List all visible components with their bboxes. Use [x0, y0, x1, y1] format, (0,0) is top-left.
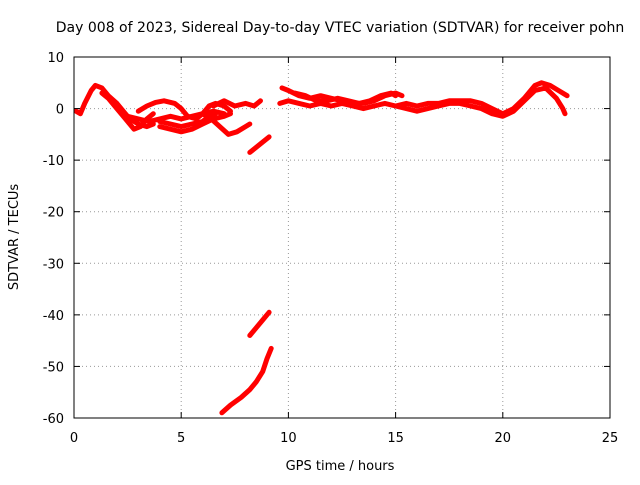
x-tick-label: 20: [495, 431, 512, 446]
series-arc-9: [247, 134, 272, 155]
y-tick-label: -30: [43, 257, 64, 272]
x-tick-label: 0: [70, 431, 78, 446]
x-tick-label: 25: [602, 431, 619, 446]
y-tick-label: -50: [43, 360, 64, 375]
x-tick-label: 10: [280, 431, 297, 446]
y-tick-label: -20: [43, 206, 64, 221]
series-arc-15: [393, 80, 570, 117]
series-arc-14: [292, 90, 399, 106]
y-tick-label: -60: [43, 412, 64, 427]
y-tick-label: 10: [47, 51, 64, 66]
y-axis-ticks: 10 0 -10 -20 -30 -40 -50 -60: [43, 51, 610, 427]
series-arc-10: [219, 345, 274, 416]
x-tick-label: 15: [387, 431, 404, 446]
x-axis-label: GPS time / hours: [286, 459, 395, 474]
series-arc-6: [157, 111, 233, 135]
y-tick-label: -10: [43, 154, 64, 169]
x-tick-label: 5: [177, 431, 185, 446]
y-tick-label: -40: [43, 309, 64, 324]
x-axis-ticks: 0 5 10 15 20 25: [70, 57, 618, 446]
plot-frame: [73, 56, 611, 419]
series-arc-3: [125, 108, 227, 124]
series-arc-7: [200, 111, 253, 137]
y-axis-label: SDTVAR / TECUs: [7, 184, 22, 291]
chart-title: Day 008 of 2023, Sidereal Day-to-day VTE…: [56, 20, 624, 36]
series-arc-2: [99, 90, 156, 132]
grid-lines: [74, 57, 610, 418]
series-arc-11: [247, 309, 272, 338]
series-arc-8: [210, 98, 263, 109]
data-series: [73, 80, 570, 416]
y-tick-label: 0: [56, 103, 64, 118]
